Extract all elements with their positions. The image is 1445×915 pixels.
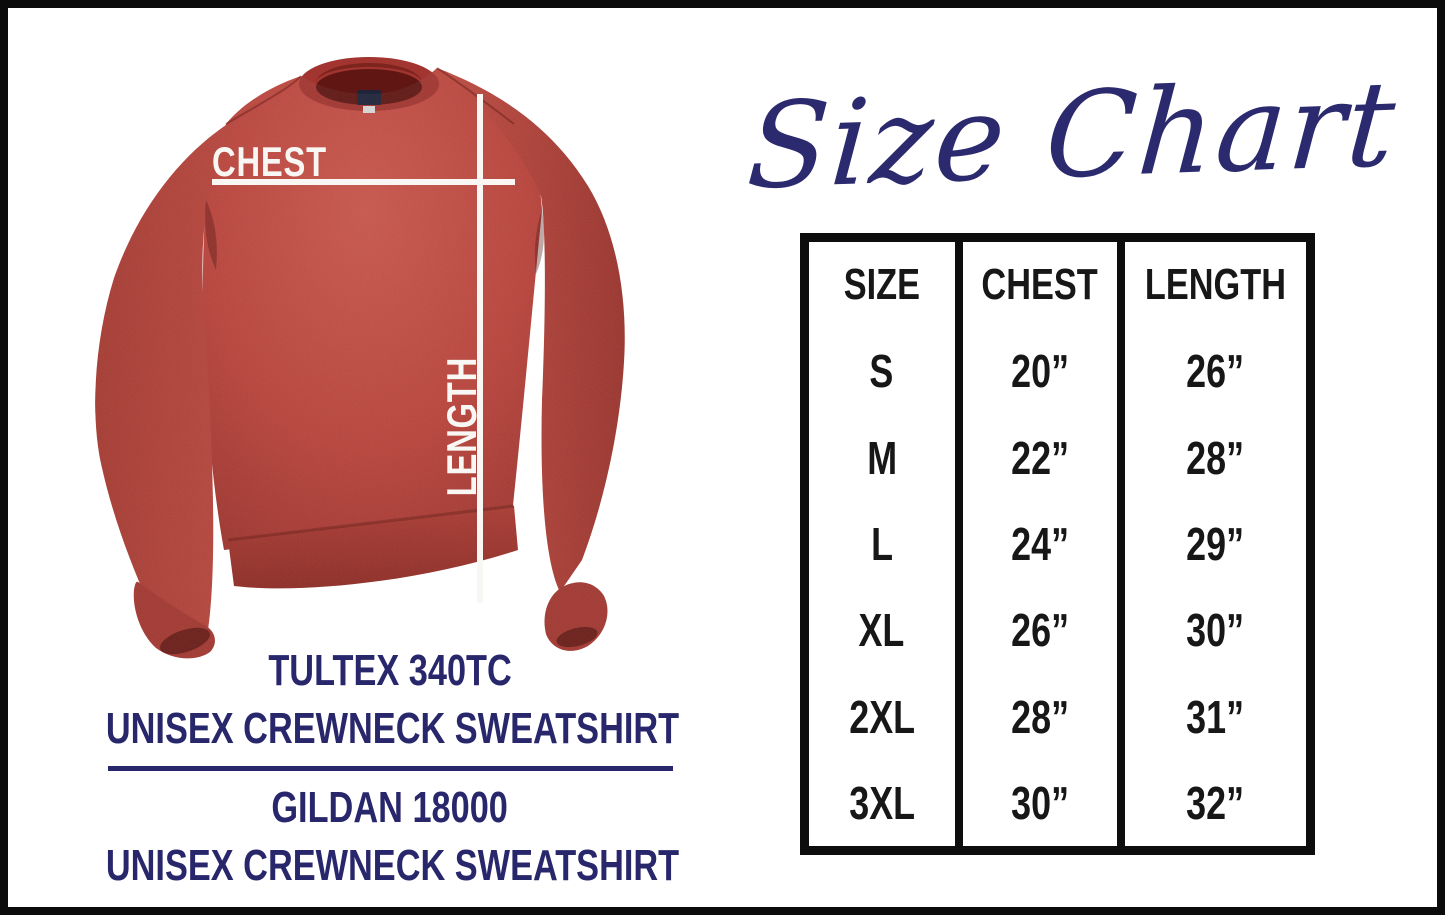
- table-row-size: 2XL: [809, 673, 955, 760]
- table-row-chest: 20”: [962, 328, 1118, 415]
- brand-line-gildan: GILDAN 18000: [271, 783, 509, 832]
- chest-measure-line: [212, 179, 515, 185]
- table-row-length: 32”: [1125, 759, 1306, 846]
- table-row-length: 28”: [1125, 414, 1306, 501]
- chest-measure-text: CHEST: [212, 138, 327, 185]
- table-row-length: 30”: [1125, 587, 1306, 674]
- col-header-size: SIZE: [809, 242, 955, 329]
- brand-line-tultex: TULTEX 340TC: [268, 646, 512, 695]
- table-row-chest: 30”: [962, 759, 1118, 846]
- product-line-tultex: UNISEX CREWNECK SWEATSHIRT: [105, 704, 680, 753]
- table-row-chest: 24”: [962, 500, 1118, 588]
- col-header-length: LENGTH: [1125, 242, 1306, 329]
- table-row-chest: 26”: [962, 587, 1118, 674]
- length-measure-line: [477, 94, 483, 603]
- length-measure-text: LENGTH: [438, 356, 485, 497]
- size-chart-title-text: Size Chart: [743, 54, 1401, 216]
- table-row-chest: 22”: [962, 414, 1118, 501]
- table-row-size: S: [809, 328, 955, 415]
- table-row-length: 26”: [1125, 328, 1306, 415]
- col-header-chest: CHEST: [962, 242, 1118, 329]
- table-row-chest: 28”: [962, 673, 1118, 760]
- sweatshirt-photo: [95, 57, 625, 659]
- table-row-length: 29”: [1125, 500, 1306, 588]
- table-row-size: L: [809, 500, 955, 588]
- size-chart-title: Size Chart: [722, 36, 1422, 234]
- table-row-size: XL: [809, 587, 955, 674]
- table-row-size: M: [809, 414, 955, 501]
- caption-divider: [107, 766, 673, 771]
- table-row-size: 3XL: [809, 759, 955, 846]
- table-row-length: 31”: [1125, 673, 1306, 760]
- size-table: SIZE CHEST LENGTH S 20” 26” M 22” 28” L …: [800, 233, 1315, 855]
- product-captions: TULTEX 340TC UNISEX CREWNECK SWEATSHIRT …: [25, 642, 755, 895]
- chest-measure-label: CHEST: [212, 138, 359, 186]
- sweatshirt-shapes: [95, 57, 625, 659]
- length-measure-label: LENGTH: [438, 352, 485, 516]
- product-line-gildan: UNISEX CREWNECK SWEATSHIRT: [105, 841, 680, 890]
